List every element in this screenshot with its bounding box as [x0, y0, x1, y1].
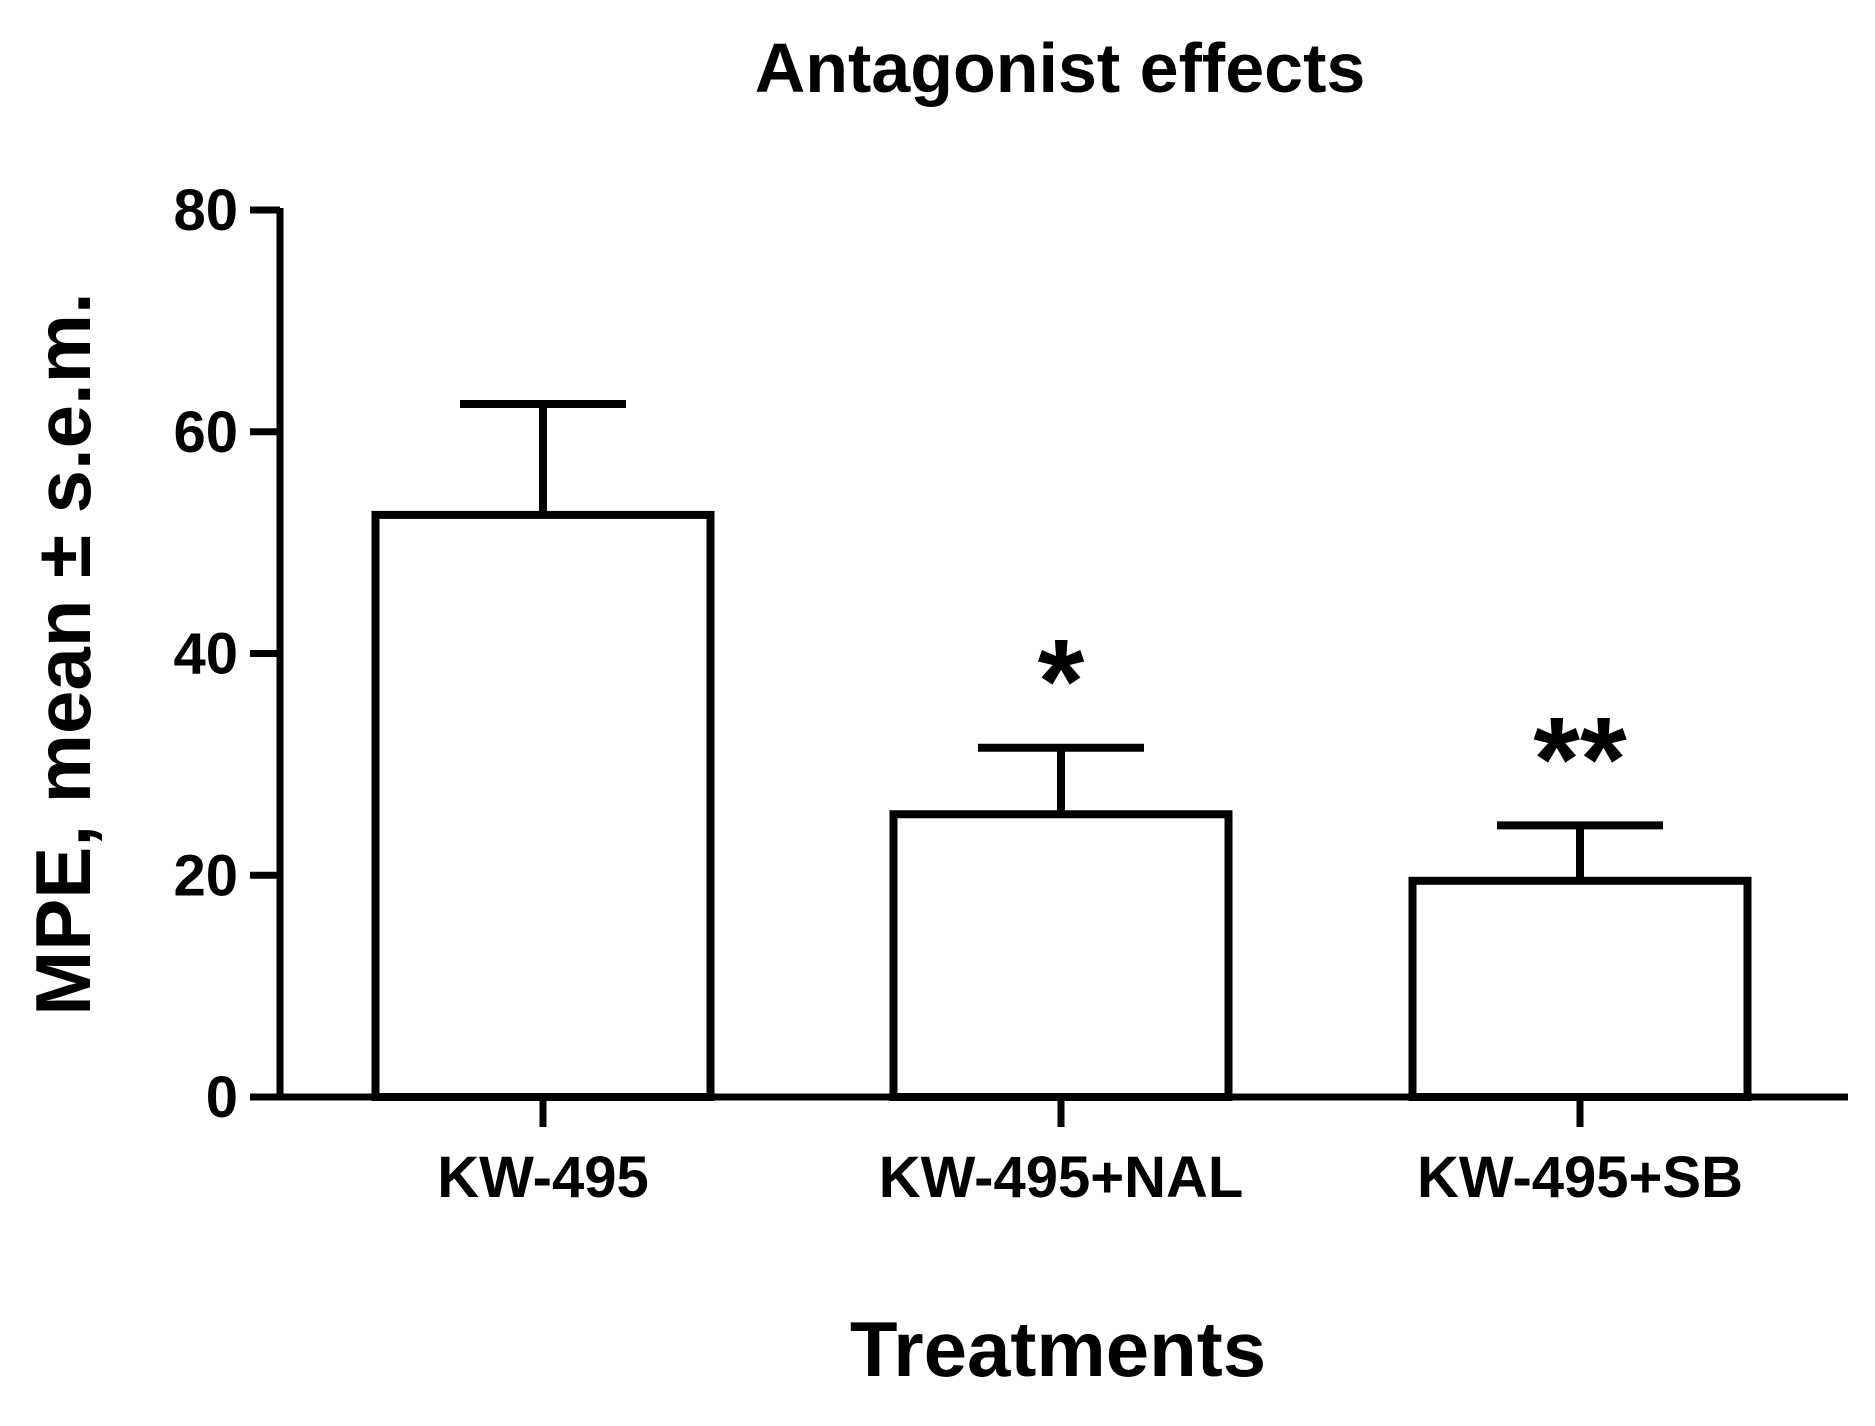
- x-tick-label: KW-495+NAL: [879, 1145, 1244, 1210]
- y-tick-label: 80: [173, 178, 238, 243]
- significance-marker: **: [1533, 692, 1627, 826]
- bar-kw-495-nal: [889, 810, 1233, 1101]
- y-tick-label: 40: [173, 622, 238, 687]
- chart-title: Antagonist effects: [755, 29, 1366, 107]
- y-tick-label: 60: [173, 400, 238, 465]
- x-tick-label: KW-495: [437, 1145, 649, 1210]
- significance-marker: *: [1038, 615, 1085, 749]
- y-axis-title: MPE, mean ± s.e.m.: [19, 292, 107, 1015]
- x-tick-label: KW-495+SB: [1417, 1145, 1743, 1210]
- y-tick-label: 20: [173, 843, 238, 908]
- y-tick-label: 0: [206, 1065, 238, 1130]
- x-axis-title: Treatments: [850, 1305, 1266, 1393]
- bar-kw-495: [371, 510, 715, 1101]
- bar-kw-495-sb: [1408, 876, 1752, 1102]
